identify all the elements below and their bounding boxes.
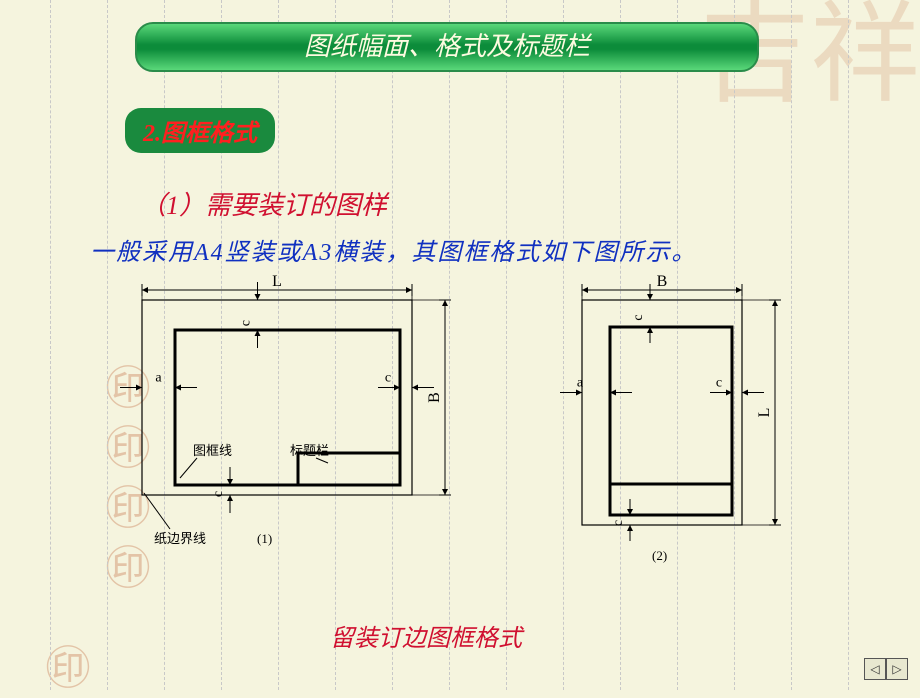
diagram-area: L Bc c a c 图框线 标题栏纸边界线 (1) B Lc c a c (2) <box>0 275 920 615</box>
svg-text:(2): (2) <box>652 548 667 563</box>
body-text: 一般采用A4竖装或A3横装，其图框格式如下图所示。 <box>90 232 697 267</box>
page-title: 图纸幅面、格式及标题栏 <box>304 32 590 61</box>
nav-next-button[interactable]: ▷ <box>886 658 908 680</box>
svg-text:L: L <box>272 275 282 290</box>
nav-prev-button[interactable]: ◁ <box>864 658 886 680</box>
svg-text:c: c <box>211 491 226 497</box>
svg-text:L: L <box>756 408 773 418</box>
figure-caption: 留装订边图框格式 <box>330 618 522 653</box>
svg-text:c: c <box>716 376 722 391</box>
subheading: （1）需要装订的图样 <box>140 185 387 222</box>
svg-text:a: a <box>155 371 162 386</box>
svg-text:c: c <box>239 320 254 326</box>
svg-text:a: a <box>577 376 584 391</box>
svg-text:标题栏: 标题栏 <box>290 443 329 458</box>
svg-text:(1): (1) <box>257 531 272 546</box>
svg-text:c: c <box>631 314 646 320</box>
svg-text:B: B <box>426 392 443 403</box>
diagram-svg: L Bc c a c 图框线 标题栏纸边界线 (1) B Lc c a c (2) <box>0 275 920 615</box>
svg-text:c: c <box>611 520 626 526</box>
section-banner: 2.图框格式 <box>125 108 275 153</box>
page-title-banner: 图纸幅面、格式及标题栏 <box>135 22 759 72</box>
svg-text:纸边界线: 纸边界线 <box>154 531 206 546</box>
svg-text:c: c <box>385 371 391 386</box>
svg-text:图框线: 图框线 <box>193 443 232 458</box>
svg-text:B: B <box>657 275 668 290</box>
section-title: 2.图框格式 <box>143 121 257 147</box>
